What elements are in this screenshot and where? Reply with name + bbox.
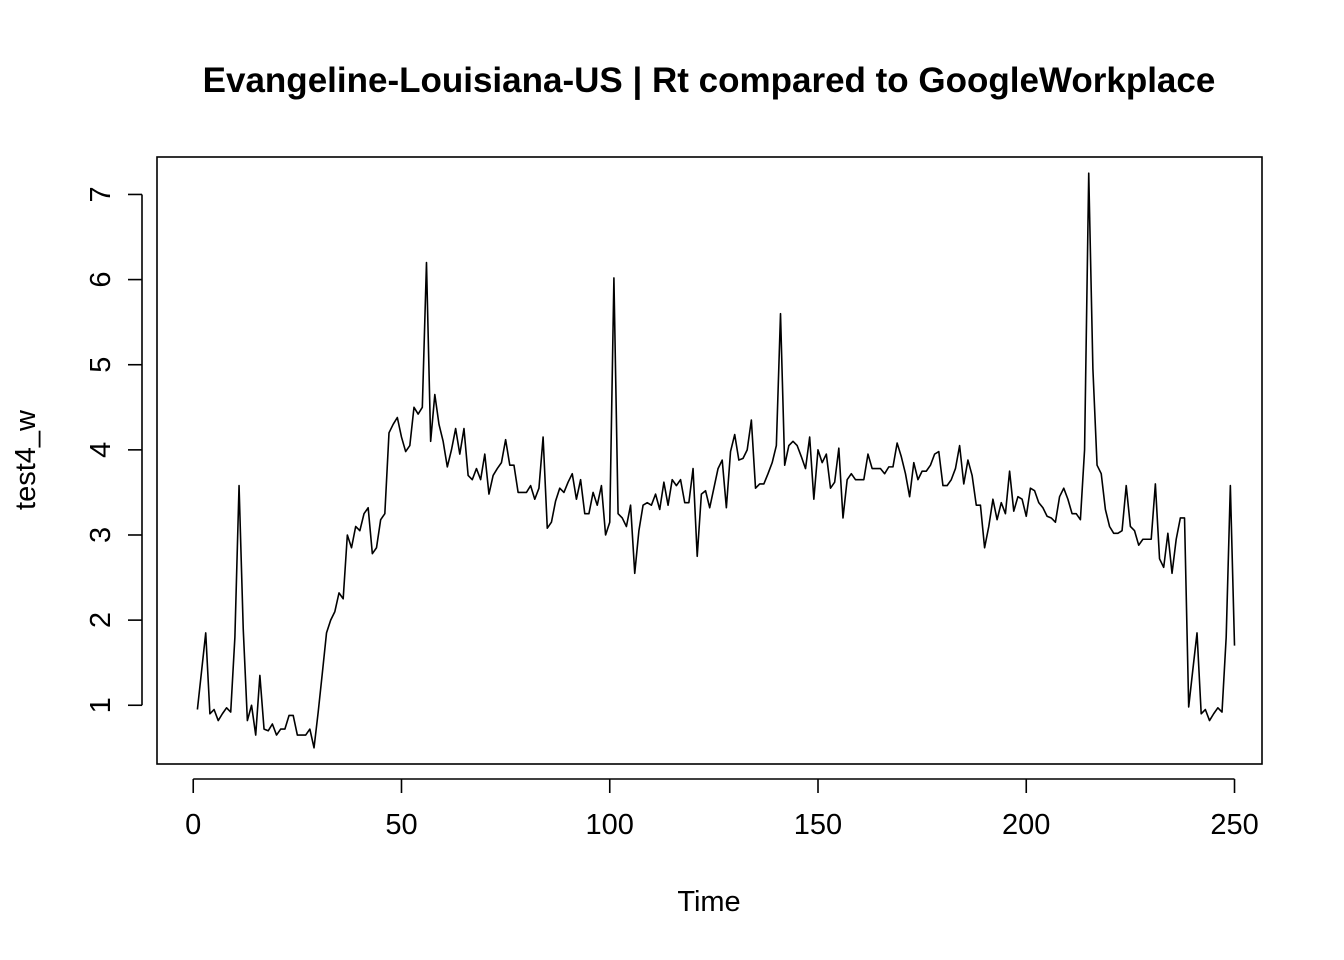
x-tick-label: 200 bbox=[1002, 809, 1050, 841]
x-tick-label: 250 bbox=[1210, 809, 1258, 841]
x-axis: 0 50 100 150 200 250 bbox=[185, 778, 1259, 841]
series-line bbox=[196, 172, 1236, 749]
chart-title: Evangeline-Louisiana-US | Rt compared to… bbox=[203, 61, 1216, 100]
y-tick-label: 1 bbox=[85, 697, 117, 713]
y-tick-label: 5 bbox=[85, 357, 117, 373]
x-tick-label: 100 bbox=[586, 809, 634, 841]
y-tick-label: 3 bbox=[85, 527, 117, 543]
x-tick-label: 50 bbox=[385, 809, 417, 841]
y-axis-label: test4_w bbox=[10, 409, 42, 510]
y-tick-label: 4 bbox=[85, 442, 117, 458]
x-tick-label: 150 bbox=[794, 809, 842, 841]
x-axis-label: Time bbox=[677, 886, 740, 918]
x-tick-label: 0 bbox=[185, 809, 201, 841]
y-tick-label: 6 bbox=[85, 272, 117, 288]
y-tick-label: 2 bbox=[85, 612, 117, 628]
y-tick-label: 7 bbox=[85, 186, 117, 202]
y-axis: 1 2 3 4 5 6 7 bbox=[85, 186, 143, 713]
plot-frame bbox=[156, 156, 1263, 765]
